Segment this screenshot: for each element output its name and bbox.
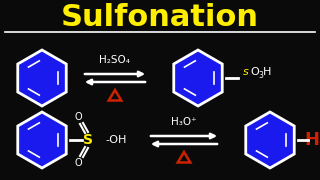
Text: O: O <box>74 112 82 122</box>
Text: H₃O⁺: H₃O⁺ <box>171 117 197 127</box>
Text: H: H <box>263 67 271 77</box>
Text: S: S <box>83 133 93 147</box>
Text: 3: 3 <box>258 71 263 80</box>
Text: s: s <box>243 67 249 77</box>
Polygon shape <box>18 112 66 168</box>
Text: O: O <box>74 158 82 168</box>
Text: -OH: -OH <box>105 135 126 145</box>
Text: O: O <box>250 67 259 77</box>
Text: Sulfonation: Sulfonation <box>61 3 259 31</box>
Polygon shape <box>18 50 66 106</box>
Polygon shape <box>174 50 222 106</box>
Text: H₂SO₄: H₂SO₄ <box>100 55 131 65</box>
Text: H: H <box>305 131 319 149</box>
Polygon shape <box>246 112 294 168</box>
